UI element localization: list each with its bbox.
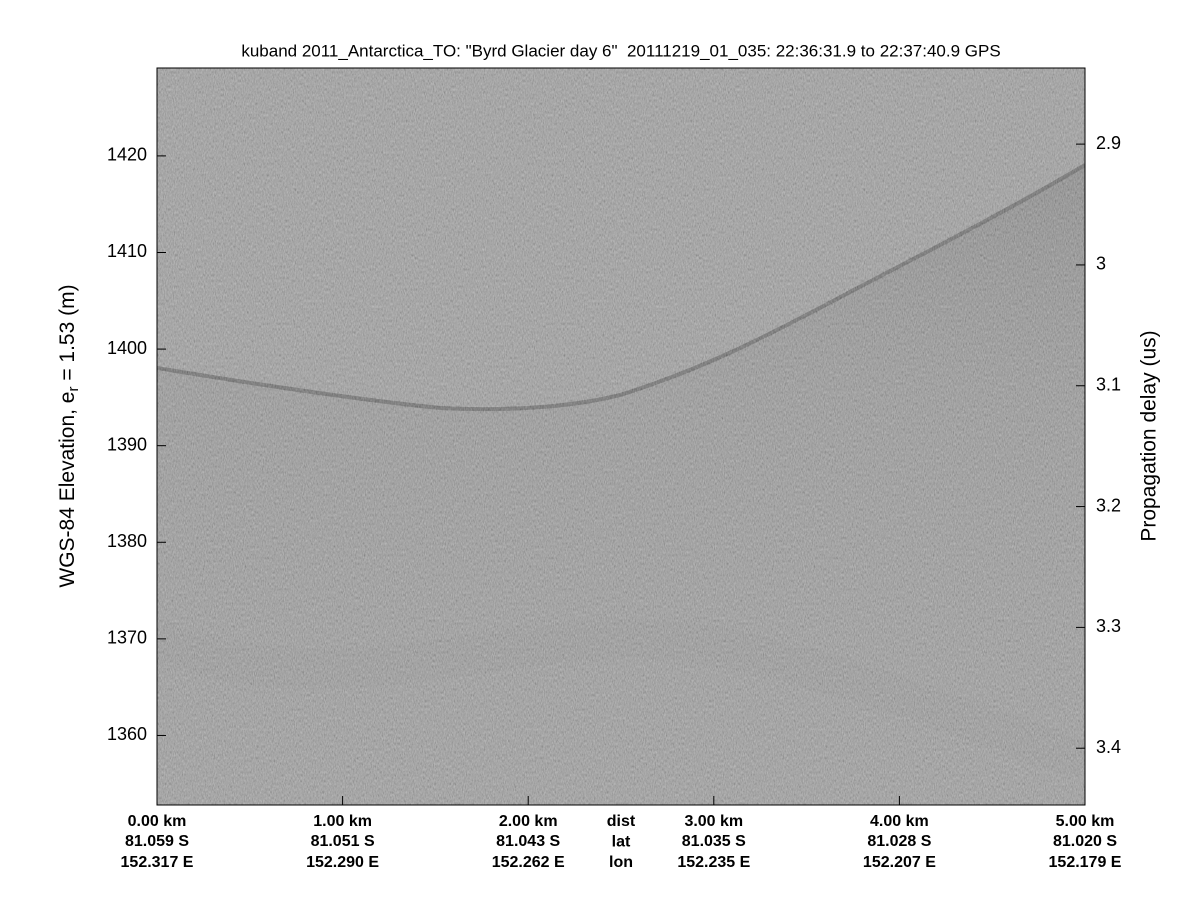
plot-frame xyxy=(156,67,1086,806)
x-tick-label: 5.00 km xyxy=(1056,813,1115,830)
y2-tick-label: 3.1 xyxy=(1096,375,1121,395)
y2-tick-label: 2.9 xyxy=(1096,133,1121,153)
row-label: lon xyxy=(609,854,633,871)
y-axis-label-main: WGS-84 Elevation, e xyxy=(56,392,79,588)
lat-label: 81.059 S xyxy=(125,833,189,850)
row-label: lat xyxy=(612,834,631,851)
y-axis-label-sub: r xyxy=(65,387,82,392)
lat-label: 81.051 S xyxy=(311,833,375,850)
y-axis-label: WGS-84 Elevation, er = 1.53 (m) xyxy=(56,284,82,587)
lon-label: 152.235 E xyxy=(677,854,750,871)
y-tick-label: 1400 xyxy=(107,338,147,358)
x-tick-label: 2.00 km xyxy=(499,813,558,830)
echogram-image xyxy=(157,68,1085,805)
lat-label: 81.035 S xyxy=(682,833,746,850)
x-tick-label: 0.00 km xyxy=(128,813,187,830)
y-tick-label: 1370 xyxy=(107,628,147,648)
x-tick-label: 1.00 km xyxy=(313,813,372,830)
y2-tick-label: 3.2 xyxy=(1096,495,1121,515)
lon-label: 152.290 E xyxy=(306,854,379,871)
lat-label: 81.020 S xyxy=(1053,833,1117,850)
x-tick-label: 3.00 km xyxy=(684,813,743,830)
y2-tick-label: 3.4 xyxy=(1096,737,1121,757)
lon-label: 152.262 E xyxy=(492,854,565,871)
y-axis-label-rest: = 1.53 (m) xyxy=(56,284,79,386)
lon-label: 152.317 E xyxy=(121,854,194,871)
lon-label: 152.207 E xyxy=(863,854,936,871)
y-tick-label: 1380 xyxy=(107,531,147,551)
row-label: dist xyxy=(607,813,636,830)
y2-axis-label: Propagation delay (us) xyxy=(1138,330,1161,541)
lat-label: 81.043 S xyxy=(496,833,560,850)
y2-tick-label: 3.3 xyxy=(1096,616,1121,636)
lat-label: 81.028 S xyxy=(867,833,931,850)
lon-label: 152.179 E xyxy=(1049,854,1122,871)
y-tick-label: 1360 xyxy=(107,724,147,744)
y-tick-label: 1420 xyxy=(107,145,147,165)
chart-title: kuband 2011_Antarctica_TO: "Byrd Glacier… xyxy=(241,41,1000,60)
x-tick-label: 4.00 km xyxy=(870,813,929,830)
y2-tick-label: 3 xyxy=(1096,254,1106,274)
y-tick-label: 1410 xyxy=(107,241,147,261)
y-tick-label: 1390 xyxy=(107,434,147,454)
